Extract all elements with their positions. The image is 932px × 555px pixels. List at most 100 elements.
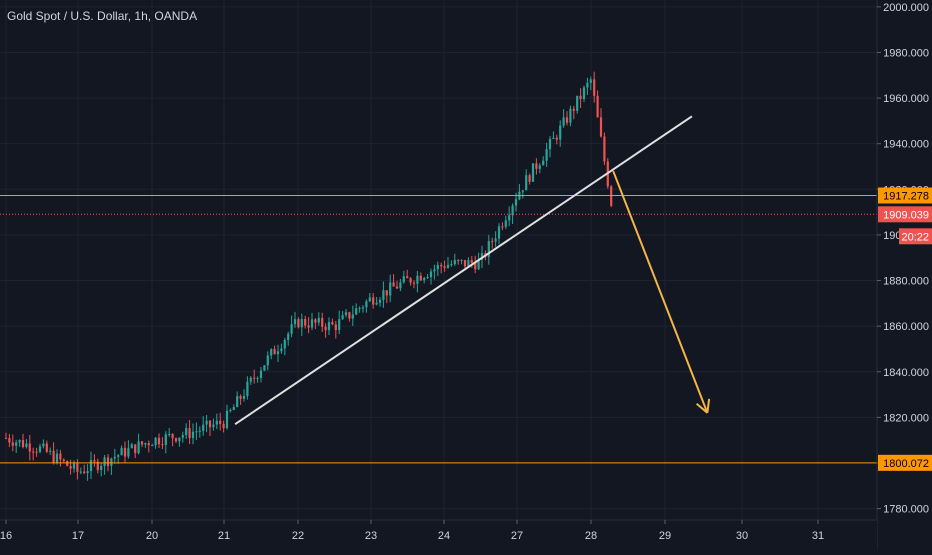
candle-body	[32, 451, 35, 453]
level-badge-label: 1800.072	[883, 458, 929, 470]
candle-body	[331, 322, 334, 325]
candle-body	[419, 275, 422, 281]
candle-body	[436, 264, 439, 270]
candle-body	[351, 314, 354, 319]
candle-body	[460, 259, 463, 261]
y-tick-label: 1840.000	[883, 367, 929, 379]
candle-body	[477, 259, 480, 270]
candle-body	[344, 312, 348, 316]
candle-body	[443, 266, 446, 268]
candle-body	[535, 163, 538, 169]
candle-body	[610, 186, 613, 206]
x-tick-label: 29	[659, 530, 671, 542]
candle-body	[123, 447, 127, 457]
candle-body	[341, 315, 344, 320]
candle-body	[42, 443, 45, 447]
candle-body	[83, 471, 86, 474]
candle-body	[21, 440, 25, 447]
candle-body	[348, 312, 351, 319]
candle-body	[168, 433, 171, 435]
candle-body	[93, 460, 96, 462]
candle-body	[140, 441, 144, 445]
projection-arrowhead	[695, 403, 708, 414]
candle-body	[423, 278, 426, 281]
candle-body	[198, 430, 201, 432]
candle-body	[49, 450, 52, 452]
candle-body	[542, 160, 545, 166]
candle-body	[45, 443, 48, 452]
candle-body	[463, 259, 467, 267]
x-tick-label: 16	[0, 530, 12, 542]
candle-body	[327, 322, 331, 331]
candle-body	[164, 434, 167, 445]
candle-body	[358, 307, 361, 309]
candle-body	[494, 238, 497, 242]
candle-body	[538, 165, 541, 169]
y-tick-label: 1960.000	[883, 93, 929, 105]
candle-body	[161, 444, 164, 446]
candle-body	[66, 461, 69, 466]
candle-body	[474, 262, 477, 270]
candle-body	[79, 471, 82, 473]
candle-body	[8, 438, 11, 443]
candle-body	[191, 431, 195, 439]
candle-body	[86, 471, 89, 474]
candle-body	[514, 199, 518, 206]
candle-body	[365, 301, 368, 308]
candle-body	[154, 437, 157, 446]
candle-body	[246, 381, 249, 396]
candle-body	[266, 355, 269, 366]
y-tick-label: 1820.000	[883, 412, 929, 424]
candle-body	[433, 269, 436, 272]
candle-body	[239, 396, 242, 399]
candle-body	[457, 260, 460, 262]
candle-body	[144, 443, 147, 445]
candle-body	[15, 442, 18, 446]
candle-body	[28, 443, 31, 452]
candle-body	[76, 463, 79, 472]
candle-body	[287, 333, 290, 340]
candle-body	[389, 282, 392, 296]
candle-body	[120, 447, 123, 456]
candle-body	[212, 424, 215, 428]
candle-body	[548, 138, 552, 150]
countdown-label: 20:22	[901, 231, 929, 243]
x-tick-label: 30	[736, 530, 748, 542]
candle-body	[69, 465, 72, 469]
candle-body	[276, 351, 280, 355]
candle-body	[222, 423, 225, 429]
candle-body	[395, 286, 399, 289]
candle-body	[545, 149, 548, 161]
x-tick-label: 27	[511, 530, 523, 542]
candle-body	[256, 377, 259, 379]
drawings[interactable]	[234, 115, 711, 426]
candle-body	[249, 377, 252, 382]
candle-body	[603, 136, 606, 162]
candle-body	[127, 448, 130, 457]
candle-body	[259, 370, 263, 378]
candle-body	[531, 163, 535, 182]
candle-body	[576, 95, 579, 111]
candle-body	[338, 319, 341, 331]
candle-body	[236, 396, 239, 408]
candle-body	[38, 446, 42, 452]
candle-body	[317, 317, 320, 323]
candle-body	[416, 275, 419, 284]
candle-body	[310, 319, 314, 328]
candle-body	[270, 349, 273, 356]
level-badge-label: 1917.278	[883, 191, 929, 203]
time-axis-bg	[0, 520, 877, 550]
candle-body	[100, 465, 103, 471]
candle-body	[59, 453, 62, 460]
candle-body	[174, 438, 178, 442]
candle-body	[55, 453, 59, 463]
candle-body	[117, 455, 120, 457]
y-tick-label: 2000.000	[883, 2, 929, 14]
candle-body	[586, 82, 589, 88]
candle-body	[253, 377, 256, 379]
candle-body	[593, 79, 596, 96]
candle-body	[185, 428, 188, 436]
candle-body	[406, 276, 409, 279]
